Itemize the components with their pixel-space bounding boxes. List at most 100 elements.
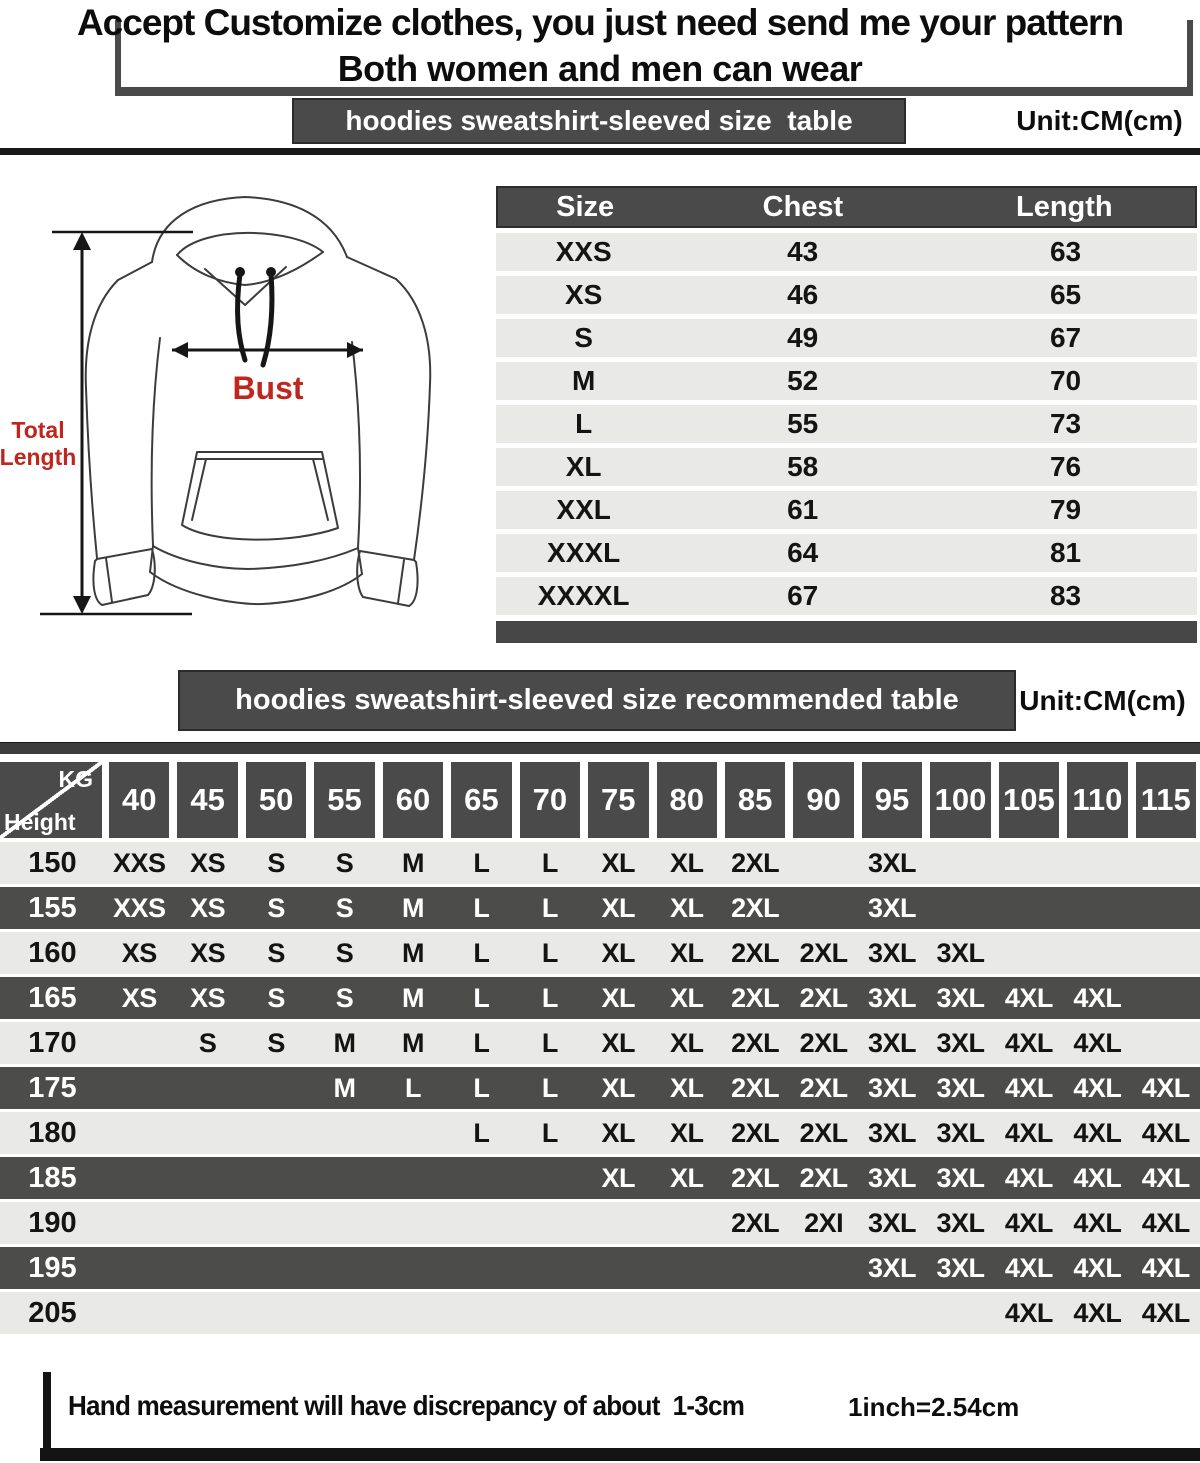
size-cell: XL — [601, 847, 636, 878]
size-cell: S — [267, 1027, 285, 1058]
size-cell: L — [404, 1072, 422, 1103]
size-cell: XL — [601, 1162, 636, 1193]
height-cell: 160 — [28, 936, 77, 969]
size-cell: 4XL — [1004, 1117, 1054, 1148]
size-cell: 4XL — [1004, 982, 1054, 1013]
weight-header-cell: 85 — [721, 762, 789, 838]
size-table-cell-length: 81 — [1049, 537, 1082, 568]
size-table-cell-length: 76 — [1049, 451, 1082, 482]
recommended-table-row: 155 XXS XS S S M L L XL XL 2XL 3XL — [0, 887, 1200, 929]
hoodie-diagram: Bust Total Length — [0, 196, 432, 616]
size-table-row: XS 46 65 — [496, 276, 1197, 314]
size-cell: XL — [669, 1117, 704, 1148]
size-cell: M — [401, 892, 425, 923]
size-cell: L — [473, 847, 490, 878]
size-cell: 2XL — [799, 1072, 849, 1103]
size-table-cell-chest: 49 — [787, 322, 819, 353]
size-cell: XS — [190, 847, 226, 878]
size-cell: M — [333, 1027, 357, 1058]
drawstrings — [235, 271, 275, 368]
size-cell: XL — [669, 847, 704, 878]
size-cell: XS — [121, 982, 158, 1013]
weight-header-cell: 100 — [926, 762, 994, 838]
size-cell: 4XL — [1004, 1252, 1054, 1283]
size-cell: 3XL — [868, 1072, 917, 1103]
size-cell: 3XL — [868, 892, 917, 923]
top-divider — [0, 148, 1200, 155]
top-note-line2: Both women and men can wear — [337, 48, 863, 89]
size-cell: 2XI — [804, 1207, 844, 1238]
size-table-cell-length: 83 — [1049, 580, 1082, 611]
size-table-header-size: Size — [556, 190, 615, 223]
measure-lines — [40, 230, 363, 616]
size-cell: 3XL — [868, 937, 917, 968]
total-length-label-line2: Length — [0, 444, 76, 470]
size-cell: 4XL — [1073, 1162, 1122, 1193]
size-cell: 3XL — [868, 847, 917, 878]
footer-note: Hand measurement will have discrepancy o… — [68, 1390, 745, 1421]
weight-header-cell: 55 — [310, 762, 378, 838]
size-cell: 2XL — [799, 982, 849, 1013]
size-cell: 2XL — [799, 1027, 849, 1058]
size-table-cell-length: 67 — [1049, 322, 1082, 353]
top-note-line1: Accept Customize clothes, you just need … — [76, 2, 1124, 43]
size-table-row: XXL 61 79 — [496, 491, 1197, 529]
size-cell: M — [401, 982, 425, 1013]
size-cell: 3XL — [936, 1072, 985, 1103]
weight-header-cell: 70 — [516, 762, 584, 838]
height-cell: 185 — [28, 1161, 77, 1194]
size-cell: XL — [669, 1072, 704, 1103]
size-cell: 3XL — [936, 1117, 985, 1148]
weight-header-cell: 50 — [242, 762, 310, 838]
size-cell: S — [267, 982, 285, 1013]
size-table-header-chest: Chest — [762, 190, 844, 223]
size-table-cell-size: XS — [564, 279, 603, 310]
top-note-frame — [115, 20, 1193, 96]
size-cell: 2XL — [731, 892, 780, 923]
size-cell: L — [541, 1072, 559, 1103]
size-cell: XXS — [112, 892, 166, 923]
size-table-cell-size: XXXL — [547, 537, 621, 568]
size-cell: XS — [121, 937, 158, 968]
size-cell: XS — [190, 982, 226, 1013]
weight-header-cell: 75 — [584, 762, 652, 838]
size-cell: M — [401, 847, 425, 878]
size-table-cell-chest: 55 — [787, 408, 819, 439]
size-cell: XXS — [112, 847, 166, 878]
size-cell: 4XL — [1073, 1117, 1122, 1148]
middle-divider — [0, 742, 1200, 754]
size-table-footer-bar — [496, 621, 1197, 643]
size-cell: L — [473, 982, 490, 1013]
height-cell: 190 — [28, 1206, 77, 1239]
size-cell: L — [473, 1117, 490, 1148]
size-cell: S — [198, 1027, 217, 1058]
recommended-table-row: 150 XXS XS S S M L L XL XL 2XL 3XL — [0, 842, 1200, 884]
size-cell: XL — [601, 892, 636, 923]
height-cell: 205 — [28, 1296, 77, 1329]
weight-header-cell: 95 — [858, 762, 926, 838]
size-cell: 3XL — [868, 982, 917, 1013]
height-cell: 175 — [28, 1071, 77, 1104]
size-cell: XL — [669, 1162, 704, 1193]
size-table-cell-length: 70 — [1049, 365, 1082, 396]
size-table-cell-length: 63 — [1049, 236, 1082, 267]
size-cell: 4XL — [1141, 1297, 1191, 1328]
size-cell: S — [335, 847, 354, 878]
weight-header-box: 100 — [930, 762, 991, 838]
size-cell: 4XL — [1073, 1027, 1122, 1058]
weight-header-cell: 40 — [105, 762, 173, 838]
size-table-cell-chest: 67 — [787, 580, 819, 611]
recommended-table: KG Height 40 45 50 55 60 65 70 75 80 85 90 95 100 105… — [0, 762, 1200, 1337]
weight-header-box: 75 — [588, 762, 649, 838]
height-cell: 150 — [28, 846, 77, 879]
size-cell: XL — [669, 937, 704, 968]
recommended-table-body: 150 XXS XS S S M L L XL XL 2XL 3XL 155 XXS XS S S M L L XL XL… — [0, 842, 1200, 1334]
weight-header-box: 40 — [109, 762, 170, 838]
recommended-table-row: 205 4XL 4XL 4XL — [0, 1292, 1200, 1334]
size-cell: XL — [669, 982, 704, 1013]
size-table-cell-size: M — [571, 365, 596, 396]
size-table-row: L 55 73 — [496, 405, 1197, 443]
size-cell: 4XL — [1073, 1252, 1122, 1283]
size-cell: 2XL — [731, 847, 780, 878]
weight-header-cell: 105 — [995, 762, 1063, 838]
